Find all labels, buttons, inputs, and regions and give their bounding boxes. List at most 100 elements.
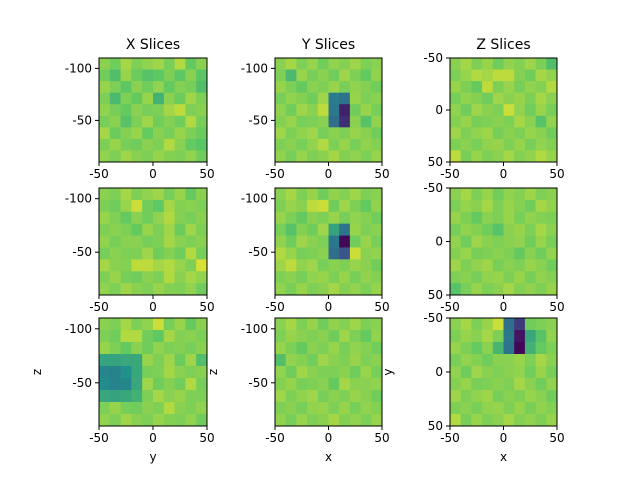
- heatmap-cell: [514, 223, 526, 236]
- heatmap-cell: [339, 104, 351, 117]
- heatmap-cell: [328, 247, 340, 260]
- heatmap-cell: [317, 211, 329, 225]
- heatmap-cell: [275, 354, 287, 367]
- heatmap-cell: [371, 199, 383, 213]
- heatmap-cell: [360, 283, 372, 296]
- heatmap-cell: [196, 366, 208, 379]
- heatmap-cell: [482, 92, 494, 105]
- heatmap-cell: [296, 235, 308, 248]
- heatmap-cell: [285, 81, 297, 94]
- heatmap-cell: [360, 150, 372, 163]
- heatmap-cell: [460, 271, 472, 284]
- heatmap-cell: [185, 271, 197, 284]
- heatmap-cell: [275, 342, 287, 355]
- heatmap-cell: [153, 247, 165, 260]
- heatmap-cell: [371, 69, 383, 82]
- heatmap-cell: [349, 366, 361, 379]
- heatmap-cell: [503, 127, 515, 140]
- heatmap-cell: [460, 138, 472, 151]
- heatmap-cell: [471, 211, 483, 225]
- heatmap-cell: [285, 390, 297, 403]
- heatmap-cell: [349, 354, 361, 367]
- heatmap-cell: [482, 366, 494, 379]
- heatmap-cell: [339, 92, 351, 105]
- heatmap-cell: [120, 366, 132, 379]
- y-tick-label: -50: [248, 376, 268, 390]
- heatmap-cell: [317, 150, 329, 163]
- heatmap-cell: [535, 115, 547, 128]
- heatmap-cell: [328, 330, 340, 343]
- heatmap-cell: [339, 271, 351, 284]
- heatmap-cell: [109, 402, 121, 415]
- heatmap-cell: [492, 115, 504, 128]
- heatmap-cell: [371, 318, 383, 331]
- heatmap-cell: [546, 378, 558, 391]
- heatmap-cell: [482, 104, 494, 117]
- heatmap-cell: [153, 69, 165, 82]
- heatmap-cell: [514, 138, 526, 151]
- heatmap-cell: [131, 259, 143, 272]
- heatmap-cell: [503, 115, 515, 128]
- heatmap-cell: [450, 235, 462, 248]
- heatmap-cell: [460, 150, 472, 163]
- heatmap-cell: [328, 354, 340, 367]
- heatmap-cell: [196, 115, 208, 128]
- heatmap-cell: [349, 115, 361, 128]
- heatmap-cell: [524, 342, 536, 355]
- heatmap-cell: [275, 259, 287, 272]
- heatmap-cell: [174, 58, 186, 70]
- heatmap-cell: [492, 235, 504, 248]
- heatmap-cell: [109, 318, 121, 331]
- heatmap-cell: [99, 92, 111, 105]
- x-tick-label: 0: [325, 167, 333, 181]
- heatmap-cell: [535, 318, 547, 331]
- heatmap-cell: [296, 150, 308, 163]
- heatmap-cell: [503, 211, 515, 225]
- heatmap-cell: [275, 390, 287, 403]
- x-tick-label: 0: [149, 300, 157, 314]
- heatmap-cell: [371, 283, 383, 296]
- heatmap-cell: [492, 402, 504, 415]
- heatmap-cell: [460, 58, 472, 70]
- heatmap-cell: [371, 378, 383, 391]
- x-tick-label: 0: [325, 431, 333, 445]
- heatmap-cell: [120, 318, 132, 331]
- heatmap-cell: [471, 69, 483, 82]
- heatmap-cell: [109, 390, 121, 403]
- heatmap-cell: [492, 318, 504, 331]
- heatmap-cell: [109, 150, 121, 163]
- heatmap-cell: [185, 223, 197, 236]
- heatmap-cell: [275, 366, 287, 379]
- heatmap-cell: [142, 150, 154, 163]
- heatmap-cell: [174, 150, 186, 163]
- heatmap-cell: [196, 378, 208, 391]
- heatmap-cell: [546, 69, 558, 82]
- y-tick-label: -100: [65, 61, 92, 75]
- x-tick-label: 50: [374, 300, 389, 314]
- heatmap-cell: [296, 259, 308, 272]
- heatmap-cell: [503, 342, 515, 355]
- heatmap-cell: [296, 366, 308, 379]
- heatmap-cell: [546, 414, 558, 427]
- heatmap-cell: [142, 58, 154, 70]
- heatmap-cell: [99, 366, 111, 379]
- heatmap-cell: [196, 414, 208, 427]
- heatmap-cell: [524, 127, 536, 140]
- heatmap-cell: [153, 104, 165, 117]
- heatmap-cell: [285, 414, 297, 427]
- heatmap-cell: [185, 247, 197, 260]
- heatmap-cell: [109, 211, 121, 225]
- heatmap-cell: [317, 81, 329, 94]
- heatmap-cell: [360, 235, 372, 248]
- heatmap-cell: [524, 211, 536, 225]
- heatmap-cell: [317, 199, 329, 213]
- heatmap-cell: [307, 81, 319, 94]
- heatmap-cell: [285, 402, 297, 415]
- heatmap-cell: [524, 259, 536, 272]
- heatmap-cell: [535, 235, 547, 248]
- heatmap-cell: [535, 378, 547, 391]
- heatmap-cell: [524, 223, 536, 236]
- heatmap-cell: [360, 342, 372, 355]
- heatmap-cell: [514, 92, 526, 105]
- heatmap-cell: [482, 69, 494, 82]
